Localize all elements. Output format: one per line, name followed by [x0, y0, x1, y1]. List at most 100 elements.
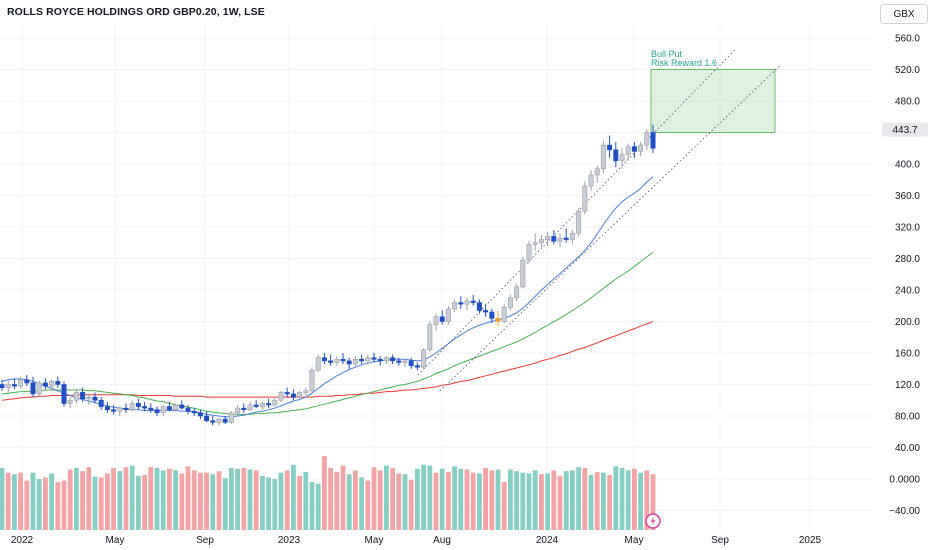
x-tick-label: 2024	[536, 535, 559, 546]
candle-body	[160, 406, 166, 414]
volume-bar	[216, 471, 222, 530]
volume-bar	[532, 470, 538, 530]
candle-body	[644, 132, 650, 146]
candle-body	[154, 409, 160, 414]
candle-body	[142, 406, 148, 409]
volume-bar	[92, 476, 98, 530]
candle-body	[80, 392, 86, 399]
volume-bar	[365, 480, 371, 530]
y-tick-label: 480.0	[895, 97, 920, 108]
candle-body	[476, 302, 482, 311]
candle-body	[266, 403, 272, 406]
volume-bar	[247, 469, 253, 530]
volume-bar	[61, 480, 67, 530]
volume-bar	[526, 473, 532, 530]
y-tick-label: 200.0	[895, 317, 920, 328]
candle-body	[408, 360, 414, 366]
candle-body	[73, 392, 79, 401]
last-price-label: 443.7	[892, 125, 917, 136]
volume-bar	[439, 468, 445, 530]
candle-body	[390, 357, 396, 362]
volume-bar	[142, 475, 147, 530]
volume-bar	[371, 467, 377, 530]
y-tick-label: −40.00	[889, 506, 920, 517]
volume-bar	[594, 471, 600, 530]
volume-bar	[520, 472, 526, 530]
candle-body	[340, 358, 346, 362]
volume-bar	[421, 464, 426, 530]
volume-bar	[55, 482, 61, 530]
volume-bar	[210, 474, 216, 530]
trendlines[interactable]	[417, 49, 781, 392]
candle-body	[557, 237, 563, 242]
volume-bar	[129, 465, 135, 530]
candle-body	[365, 357, 371, 362]
volume-bar	[353, 470, 358, 530]
volume-bar	[384, 465, 389, 530]
volume-bar	[260, 475, 265, 530]
x-tick-label: 2022	[11, 535, 34, 546]
volume-bar	[43, 477, 48, 530]
y-tick-label: 120.0	[895, 380, 920, 391]
risk-reward-tool[interactable]: Bull Put Risk Reward 1.6	[650, 49, 776, 133]
volume-bar	[446, 471, 451, 530]
candle-body	[173, 404, 179, 411]
volume-bar	[154, 467, 160, 530]
volume-bar	[297, 475, 302, 530]
lightning-icon[interactable]	[645, 513, 661, 529]
volume-bar	[433, 472, 439, 530]
volume-bar	[470, 472, 476, 530]
candle-body	[210, 420, 216, 423]
candle-body	[11, 384, 17, 387]
candlesticks	[0, 124, 656, 426]
candle-body	[346, 360, 352, 365]
currency-button[interactable]: GBX	[880, 4, 928, 24]
candle-body	[377, 358, 383, 362]
candle-body	[191, 410, 197, 414]
volume-bar	[340, 465, 346, 530]
x-tick-label: Aug	[433, 535, 451, 546]
volume-bar	[123, 467, 129, 530]
candle-body	[607, 144, 613, 151]
candle-body	[396, 360, 402, 363]
candle-body	[334, 358, 340, 363]
volume-bar	[309, 482, 315, 530]
candle-body	[495, 318, 501, 322]
volume-bar	[235, 468, 240, 530]
volume-bar	[291, 464, 296, 530]
volume-bar	[328, 467, 333, 530]
volume-bar	[272, 479, 278, 530]
volume-bar	[452, 466, 457, 530]
candle-body	[545, 236, 551, 240]
volume-bar	[67, 469, 73, 530]
volume-bar	[266, 477, 271, 530]
candle-body	[514, 286, 520, 299]
candle-body	[321, 357, 327, 362]
candle-body	[235, 407, 241, 414]
candle-body	[452, 302, 458, 310]
candle-body	[464, 300, 470, 305]
y-tick-label: 160.0	[895, 349, 920, 360]
reward-zone-box[interactable]	[650, 69, 776, 133]
candle-body	[42, 382, 48, 387]
candle-body	[98, 399, 104, 407]
candle-body	[433, 316, 439, 325]
candle-body	[67, 399, 73, 404]
candle-body	[352, 358, 358, 365]
volume-bar	[408, 479, 414, 530]
volume-bar	[601, 472, 606, 530]
candle-body	[49, 381, 55, 387]
x-tick-label: Sep	[196, 535, 214, 546]
moving-averages	[1, 176, 654, 418]
candle-body	[135, 403, 141, 407]
volume-bar	[396, 473, 402, 530]
candle-body	[458, 302, 464, 305]
volume-bar	[0, 467, 5, 530]
x-tick-label: May	[625, 535, 644, 546]
candle-body	[421, 349, 427, 368]
volume-bar	[253, 470, 259, 530]
volume-bar	[346, 474, 352, 530]
candle-body	[563, 237, 569, 240]
candle-body	[5, 384, 11, 388]
